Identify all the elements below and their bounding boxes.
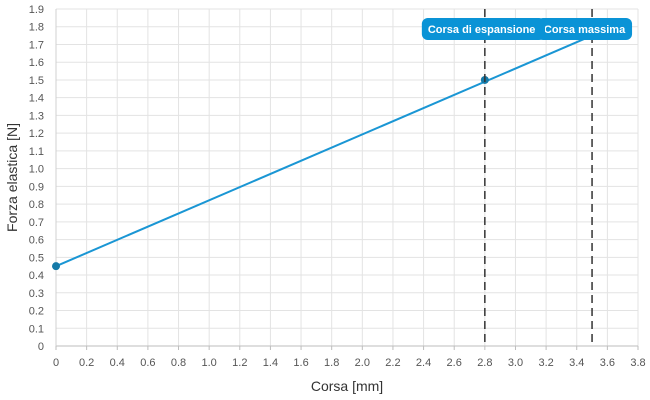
x-tick-label: 3.8 bbox=[630, 357, 645, 369]
y-tick-label: 1.1 bbox=[29, 146, 44, 158]
x-axis-ticks: 0 0.2 0.4 0.6 0.8 1.0 1.2 1.4 1.6 1.8 2.0 2.2 2.4 2.6… bbox=[53, 346, 646, 369]
x-axis-title: Corsa [mm] bbox=[311, 378, 383, 394]
x-tick-label: 3.4 bbox=[569, 357, 584, 369]
series-group bbox=[52, 34, 593, 271]
y-tick-label: 1.9 bbox=[29, 4, 44, 16]
x-tick-label: 2.0 bbox=[355, 357, 370, 369]
y-tick-label: 0.7 bbox=[29, 217, 44, 229]
y-axis-ticks: 0 0.1 0.2 0.3 0.4 0.5 0.6 0.7 0.8 0.9 1.0 1.1 1.2 1.3… bbox=[29, 4, 44, 353]
x-tick-label: 0 bbox=[53, 357, 59, 369]
grid-lines bbox=[55, 8, 639, 347]
series-line bbox=[55, 34, 593, 268]
y-tick-label: 1.5 bbox=[29, 75, 44, 87]
y-tick-label: 0.5 bbox=[29, 252, 44, 264]
y-tick-label: 1.0 bbox=[29, 164, 44, 176]
y-tick-label: 0.1 bbox=[29, 323, 44, 335]
x-tick-label: 1.2 bbox=[232, 357, 247, 369]
x-tick-label: 2.4 bbox=[416, 357, 431, 369]
y-tick-label: 0.4 bbox=[29, 270, 44, 282]
x-tick-label: 3.0 bbox=[508, 357, 523, 369]
vertical-lines bbox=[484, 9, 593, 346]
x-tick-label: 2.2 bbox=[385, 357, 400, 369]
y-tick-label: 0.9 bbox=[29, 181, 44, 193]
x-tick-label: 3.2 bbox=[538, 357, 553, 369]
annotation-label: Corsa di espansione bbox=[428, 24, 536, 36]
x-tick-label: 2.6 bbox=[447, 357, 462, 369]
y-tick-label: 0.8 bbox=[29, 199, 44, 211]
axes bbox=[55, 9, 638, 347]
annotation-label-bg bbox=[537, 18, 633, 40]
y-tick-label: 1.4 bbox=[29, 93, 44, 105]
y-tick-label: 0.6 bbox=[29, 235, 44, 247]
annotations: Corsa massima Corsa di espansione bbox=[421, 18, 633, 40]
x-tick-label: 1.4 bbox=[263, 357, 278, 369]
x-tick-label: 1.0 bbox=[202, 357, 217, 369]
x-tick-label: 3.6 bbox=[600, 357, 615, 369]
y-tick-label: 1.3 bbox=[29, 110, 44, 122]
x-tick-label: 0.6 bbox=[140, 357, 155, 369]
x-tick-label: 1.6 bbox=[293, 357, 308, 369]
y-axis-title: Forza elastica [N] bbox=[4, 123, 20, 232]
y-tick-label: 1.6 bbox=[29, 57, 44, 69]
annotation-label-bg bbox=[421, 18, 546, 40]
x-tick-label: 2.8 bbox=[477, 357, 492, 369]
x-tick-label: 1.8 bbox=[324, 357, 339, 369]
y-tick-label: 0.2 bbox=[29, 306, 44, 318]
data-point bbox=[52, 262, 60, 271]
y-tick-label: 1.8 bbox=[29, 22, 44, 34]
x-tick-label: 0.2 bbox=[79, 357, 94, 369]
y-tick-label: 0 bbox=[38, 341, 44, 353]
x-tick-label: 0.4 bbox=[110, 357, 125, 369]
y-tick-label: 1.7 bbox=[29, 39, 44, 51]
y-tick-label: 1.2 bbox=[29, 128, 44, 140]
x-tick-label: 0.8 bbox=[171, 357, 186, 369]
annotation-label: Corsa massima bbox=[544, 24, 626, 36]
y-tick-label: 0.3 bbox=[29, 288, 44, 300]
